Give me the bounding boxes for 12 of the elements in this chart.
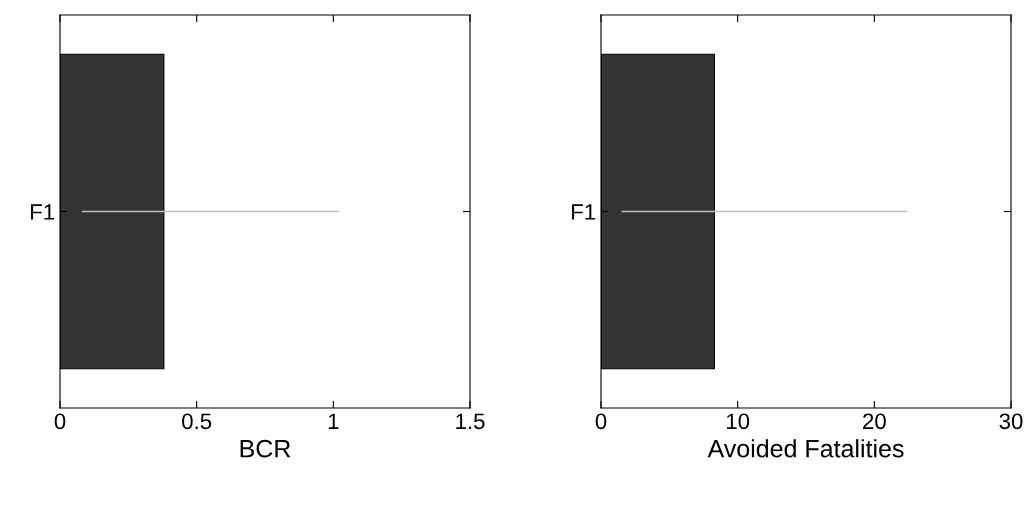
x-axis-title: BCR xyxy=(240,439,291,458)
x-tick-label: 20 xyxy=(863,413,886,430)
x-tick-label: 10 xyxy=(727,413,750,430)
x-tick-label: 0 xyxy=(595,413,607,430)
x-axis-title: Avoided Fatalities xyxy=(707,439,904,458)
y-tick-label: F1 xyxy=(572,204,596,220)
x-tick-label: 0.5 xyxy=(182,413,212,430)
x-tick-label: 0 xyxy=(54,413,66,430)
y-tick-label: F1 xyxy=(31,204,55,220)
x-tick-label: 30 xyxy=(999,413,1023,430)
x-tick-label: 1.5 xyxy=(456,413,485,430)
x-tick-label: 1 xyxy=(328,413,339,429)
